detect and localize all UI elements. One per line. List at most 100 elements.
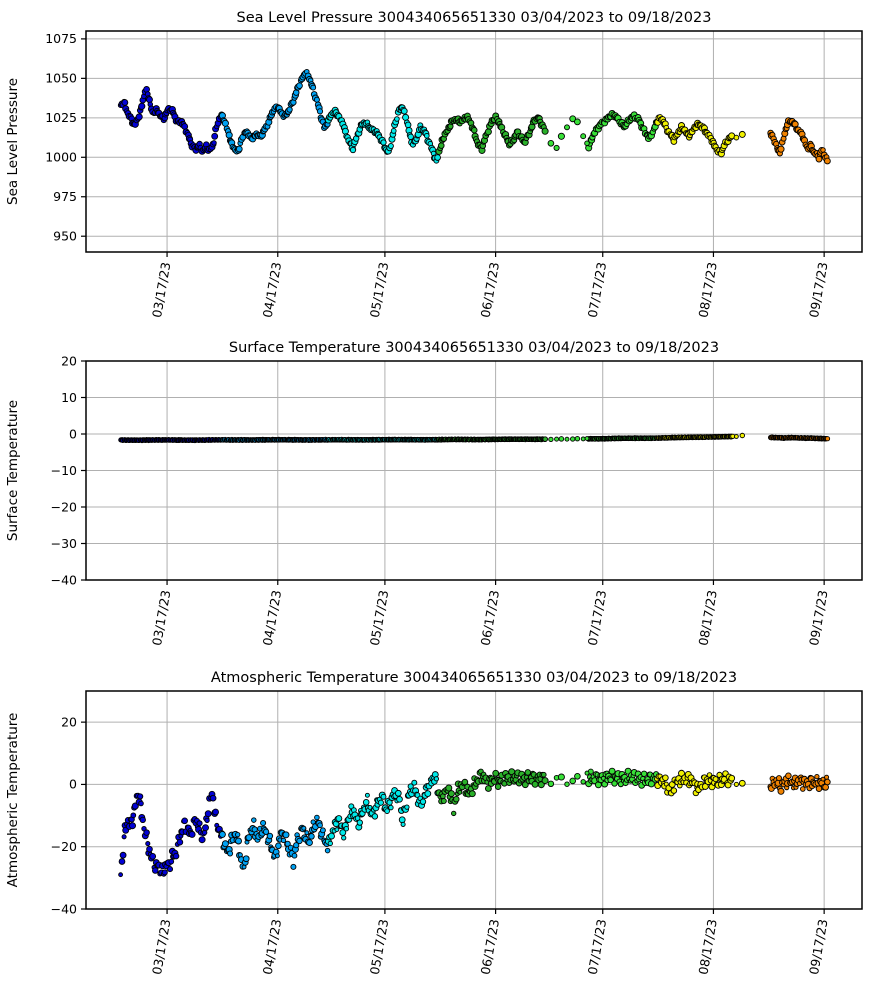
data-point (377, 799, 384, 806)
data-point (335, 815, 343, 822)
data-point (367, 804, 373, 810)
y-tick-label: −20 (51, 839, 77, 854)
data-point (611, 780, 618, 787)
data-point (161, 869, 168, 876)
data-point (364, 792, 370, 798)
data-point (461, 778, 469, 786)
data-point (541, 777, 549, 785)
data-point (607, 776, 614, 784)
data-point (225, 131, 233, 139)
data-point (172, 852, 180, 860)
y-tick-label: 0 (69, 777, 77, 792)
data-point (541, 771, 547, 778)
data-point (521, 781, 529, 789)
y-tick-label: 1025 (45, 110, 77, 125)
chart-2: 20 0 −20 −40 03/17/23 04/17/23 05/17/23 06/17/2… (51, 690, 863, 976)
data-point (400, 107, 408, 115)
data-point (423, 132, 430, 139)
x-tick-label: 03/17/23 (149, 918, 174, 976)
plot-frame (85, 30, 863, 253)
data-point (296, 837, 303, 845)
scatter-series-atmospheric_temperature_C (118, 767, 831, 878)
data-point (137, 793, 144, 800)
data-point (584, 140, 590, 147)
data-point (777, 145, 785, 153)
data-point (291, 852, 298, 859)
y-axis-label-sea-level-pressure: Sea Level Pressure (5, 78, 21, 205)
data-point (317, 822, 323, 829)
data-point (371, 813, 379, 820)
data-point (266, 832, 274, 840)
data-point (394, 116, 400, 122)
data-point (547, 780, 555, 787)
data-point (820, 147, 826, 153)
data-point (404, 121, 412, 129)
data-point (334, 827, 340, 833)
data-point (580, 436, 586, 442)
data-point (380, 139, 387, 146)
x-tick-label: 08/17/23 (695, 589, 720, 647)
data-point (390, 127, 397, 134)
data-point (484, 128, 492, 136)
data-point (574, 436, 581, 442)
plot-frame (85, 690, 863, 910)
data-point (440, 797, 447, 805)
data-point (152, 867, 159, 874)
data-point (734, 434, 739, 439)
data-point (139, 816, 146, 824)
data-point (824, 157, 831, 165)
data-point (290, 863, 297, 870)
data-point (218, 830, 226, 838)
data-point (824, 778, 831, 786)
data-point (181, 123, 189, 130)
data-point (785, 772, 792, 780)
x-tick-label: 09/17/23 (806, 261, 831, 319)
data-point (775, 775, 783, 782)
data-point (738, 130, 746, 138)
y-tick-label: 20 (61, 714, 77, 729)
data-point (728, 774, 736, 782)
data-point (494, 783, 502, 790)
data-point (434, 154, 441, 161)
y-tick-label: 1000 (45, 150, 77, 165)
data-point (211, 132, 219, 140)
data-point (119, 851, 127, 859)
data-point (580, 779, 586, 785)
data-point (306, 839, 313, 846)
data-point (145, 841, 151, 847)
data-point (557, 132, 565, 140)
data-point (608, 767, 616, 775)
data-point (400, 821, 406, 827)
data-point (438, 142, 445, 149)
data-point (824, 436, 831, 442)
data-point (349, 146, 357, 154)
data-point (204, 810, 212, 818)
data-point (138, 102, 146, 110)
data-point (640, 770, 648, 777)
x-tick-label: 05/17/23 (367, 918, 392, 976)
data-point (814, 773, 820, 780)
x-tick-label: 07/17/23 (585, 589, 610, 647)
data-point (678, 769, 686, 777)
data-point (301, 825, 307, 831)
chart-title-sea-level-pressure: Sea Level Pressure 300434065651330 03/04… (237, 10, 712, 26)
x-tick-label: 05/17/23 (367, 261, 392, 319)
data-point (245, 834, 253, 842)
data-point (492, 769, 500, 777)
data-point (670, 787, 678, 794)
data-point (564, 124, 570, 131)
data-point (433, 776, 440, 782)
data-point (313, 96, 320, 103)
data-point (445, 784, 453, 792)
data-point (524, 769, 532, 776)
data-point (541, 127, 549, 135)
data-point (118, 858, 126, 865)
y-axis-label-surface-temperature: Surface Temperature (5, 400, 21, 541)
data-point (221, 119, 229, 127)
data-point (396, 795, 403, 803)
data-point (739, 432, 746, 439)
data-point (404, 804, 410, 810)
y-tick-label: 950 (53, 229, 77, 244)
